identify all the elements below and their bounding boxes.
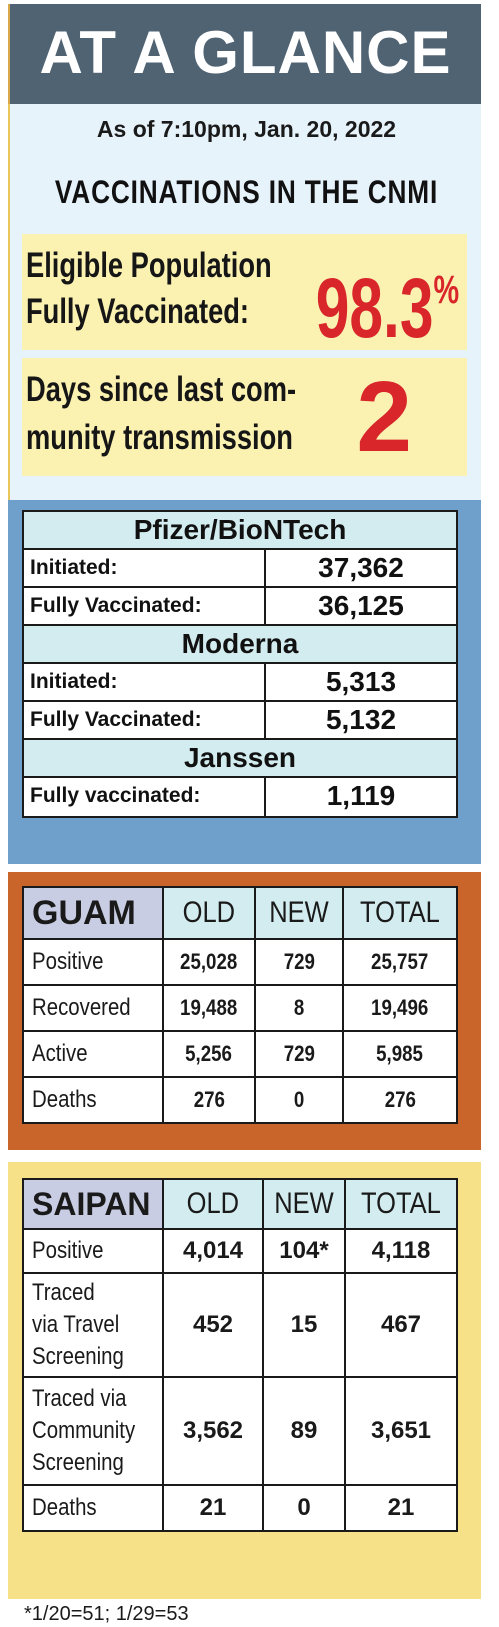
row-label: Recovered [22, 984, 164, 1032]
guam-panel: GUAM OLD NEW TOTAL Positive 25,028 729 2… [8, 872, 481, 1150]
pfizer-fully-value: 36,125 [318, 590, 404, 621]
row-label: Positive [22, 938, 164, 986]
days-label-line1: Days since last com- [26, 370, 297, 409]
row-label: Deaths [22, 1076, 164, 1124]
table-row: Fully Vaccinated: 5,132 [24, 702, 456, 740]
as-of-timestamp: As of 7:10pm, Jan. 20, 2022 [96, 116, 397, 142]
table-row: Traced via Community Screening 3,562 89 … [22, 1376, 458, 1486]
table-row: Traced via Travel Screening 452 15 467 [22, 1272, 458, 1378]
section-title: VACCINATIONS IN THE CNMI [54, 174, 439, 210]
moderna-initiated-value: 5,313 [325, 666, 397, 697]
eligible-value: 98.3 [315, 261, 434, 355]
footnote: *1/20=51; 1/29=53 [24, 1603, 189, 1625]
row-label: Positive [22, 1228, 164, 1274]
page-title: AT A GLANCE [39, 19, 452, 86]
saipan-panel: SAIPAN OLD NEW TOTAL Positive 4,014 104*… [8, 1162, 481, 1599]
janssen-fully-value: 1,119 [326, 780, 396, 811]
guam-table: GUAM OLD NEW TOTAL Positive 25,028 729 2… [22, 886, 458, 1124]
eligible-label-line1: Eligible Population [26, 246, 272, 285]
cell-old: 19,488 [162, 984, 256, 1032]
pfizer-initiated-value: 37,362 [318, 552, 404, 583]
cell-old: 5,256 [162, 1030, 256, 1078]
cell-total: 19,496 [342, 984, 458, 1032]
column-header-new: NEW [254, 886, 344, 940]
eligible-vaccinated-box: Eligible Population Fully Vaccinated: 98… [22, 234, 467, 355]
days-since-value: 2 [356, 361, 412, 473]
cell-old: 4,014 [162, 1228, 264, 1274]
cell-new: 8 [254, 984, 344, 1032]
row-label: Deaths [22, 1484, 164, 1532]
table-row: Initiated: 5,313 [24, 664, 456, 702]
pfizer-header: Pfizer/BioNTech [24, 512, 456, 550]
table-row: Deaths 21 0 21 [22, 1484, 458, 1532]
cell-total: 25,757 [342, 938, 458, 986]
cell-old: 25,028 [162, 938, 256, 986]
row-label: Initiated: [24, 550, 266, 586]
title-banner: AT A GLANCE [8, 4, 481, 104]
cell-new: 89 [262, 1376, 346, 1486]
row-label: Fully Vaccinated: [24, 588, 266, 624]
column-header-old: OLD [162, 886, 256, 940]
column-header-old: OLD [162, 1178, 264, 1230]
cell-old: 21 [162, 1484, 264, 1532]
table-header-row: SAIPAN OLD NEW TOTAL [22, 1178, 458, 1230]
cell-new: 104* [262, 1228, 346, 1274]
column-header-total: TOTAL [342, 886, 458, 940]
cell-new: 15 [262, 1272, 346, 1378]
moderna-header: Moderna [24, 626, 456, 664]
guam-label: GUAM [22, 886, 164, 940]
cell-old: 276 [162, 1076, 256, 1124]
table-row: Fully vaccinated: 1,119 [24, 778, 456, 816]
row-label: Fully vaccinated: [24, 778, 266, 816]
janssen-header: Janssen [24, 740, 456, 778]
table-row: Positive 4,014 104* 4,118 [22, 1228, 458, 1274]
cell-new: 729 [254, 1030, 344, 1078]
saipan-table: SAIPAN OLD NEW TOTAL Positive 4,014 104*… [22, 1178, 458, 1532]
cell-total: 21 [344, 1484, 458, 1532]
cell-new: 0 [254, 1076, 344, 1124]
cell-new: 0 [262, 1484, 346, 1532]
cell-old: 3,562 [162, 1376, 264, 1486]
row-label: Initiated: [24, 664, 266, 700]
table-row: Initiated: 37,362 [24, 550, 456, 588]
column-header-new: NEW [262, 1178, 346, 1230]
row-label: Traced via Community Screening [22, 1376, 164, 1486]
table-row: Deaths 276 0 276 [22, 1076, 458, 1124]
eligible-percentage: 98.3% [316, 230, 459, 368]
vaccination-summary-panel: As of 7:10pm, Jan. 20, 2022 VACCINATIONS… [8, 104, 481, 500]
days-label-line2: munity transmission [26, 418, 293, 457]
cell-old: 452 [162, 1272, 264, 1378]
eligible-label-line2: Fully Vaccinated: [26, 292, 250, 331]
cell-total: 5,985 [342, 1030, 458, 1078]
cell-new: 729 [254, 938, 344, 986]
saipan-label: SAIPAN [22, 1178, 164, 1230]
moderna-fully-value: 5,132 [325, 704, 397, 735]
days-since-box: Days since last com- munity transmission… [22, 358, 467, 476]
cell-total: 467 [344, 1272, 458, 1378]
vaccine-table: Pfizer/BioNTech Initiated: 37,362 Fully … [22, 510, 458, 818]
table-row: Recovered 19,488 8 19,496 [22, 984, 458, 1032]
row-label: Traced via Travel Screening [22, 1272, 164, 1378]
table-row: Fully Vaccinated: 36,125 [24, 588, 456, 626]
row-label: Fully Vaccinated: [24, 702, 266, 738]
percent-sign: % [433, 268, 459, 312]
row-label: Active [22, 1030, 164, 1078]
vaccine-doses-panel: Pfizer/BioNTech Initiated: 37,362 Fully … [8, 500, 481, 864]
cell-total: 4,118 [344, 1228, 458, 1274]
table-header-row: GUAM OLD NEW TOTAL [22, 886, 458, 940]
column-header-total: TOTAL [344, 1178, 458, 1230]
table-row: Active 5,256 729 5,985 [22, 1030, 458, 1078]
table-row: Positive 25,028 729 25,757 [22, 938, 458, 986]
cell-total: 276 [342, 1076, 458, 1124]
cell-total: 3,651 [344, 1376, 458, 1486]
